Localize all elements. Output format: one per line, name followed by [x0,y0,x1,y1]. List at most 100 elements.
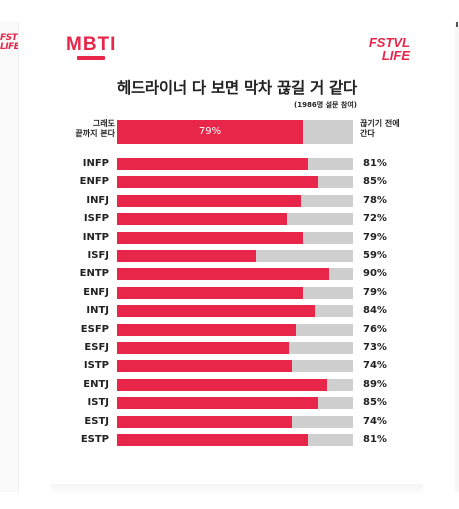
summary-bar-fill [117,120,303,144]
value-label: 90% [363,268,387,279]
chart-subtitle: (1986명 설문 참여) [294,101,357,109]
bar-fill [117,416,292,428]
value-label: 73% [363,342,387,353]
bar-fill [117,397,318,409]
chart-title: 헤드라이너 다 보면 막차 끊길 거 같다 [117,79,357,97]
adjacent-card-right [455,22,459,492]
summary-right-label: 끊기기 전에 간다 [360,119,420,139]
bar-track [117,397,353,409]
bar-track [117,379,353,391]
value-label: 85% [363,176,387,187]
bar-fill [117,434,308,446]
value-label: 74% [363,416,387,427]
festival-logo-line2: LIFE [381,48,410,63]
value-label: 81% [363,434,387,445]
category-label: ISTJ [87,397,109,408]
bar-fill [117,232,303,244]
bar-track [117,305,353,317]
bar-track [117,287,353,299]
summary-right-line1: 끊기기 전에 [360,119,400,128]
bar-fill [117,176,318,188]
value-label: 76% [363,324,387,335]
value-label: 79% [363,287,387,298]
bar-row-intp: INTP 79% [51,231,423,245]
bar-fill [117,158,308,170]
category-label: ENTJ [83,379,109,390]
category-label: ESTP [80,434,109,445]
category-label: ISTP [83,360,109,371]
value-label: 79% [363,232,387,243]
bar-track [117,360,353,372]
bar-row-enfp: ENFP 85% [51,175,423,189]
category-label: ESFP [80,324,109,335]
category-label: INTP [82,232,109,243]
summary-left-line2: 끝까지 본다 [75,129,115,138]
survey-card: MBTI FSTVL LIFE 헤드라이너 다 보면 막차 끊길 거 같다 (1… [51,22,423,484]
adjacent-card-left: FSTV LIFE [0,22,19,492]
value-label: 81% [363,158,387,169]
festival-life-logo: FSTVL LIFE [369,36,410,62]
adjacent-logo-line1: FSTV [0,33,18,43]
bar-row-esfj: ESFJ 73% [51,341,423,355]
value-label: 72% [363,213,387,224]
summary-right-line2: 간다 [360,129,375,138]
summary-bar-value: 79% [198,126,222,137]
value-label: 74% [363,360,387,371]
category-label: INFJ [86,195,109,206]
category-label: ISFP [83,213,109,224]
bar-row-enfj: ENFJ 79% [51,286,423,300]
bar-track [117,232,353,244]
bar-track [117,268,353,280]
mbti-logo: MBTI [66,35,116,60]
mbti-logo-underline [77,56,105,60]
bar-fill [117,342,289,354]
bar-track [117,342,353,354]
bar-track [117,158,353,170]
bar-track [117,434,353,446]
category-label: INFP [82,158,109,169]
bar-track [117,416,353,428]
bar-row-esfp: ESFP 76% [51,323,423,337]
mbti-logo-text: MBTI [66,34,117,55]
value-label: 85% [363,397,387,408]
bar-fill [117,195,301,207]
bar-row-isfj: ISFJ 59% [51,249,423,263]
bar-track [117,213,353,225]
adjacent-fest-logo: FSTV LIFE [0,33,19,52]
bar-row-istp: ISTP 74% [51,359,423,373]
category-label: ENTP [79,268,109,279]
bar-fill [117,324,296,336]
festival-logo-line1: FSTVL [368,35,410,50]
bar-fill [117,305,315,317]
bar-fill [117,360,292,372]
bar-fill [117,250,256,262]
category-label: INTJ [86,305,109,316]
bar-row-infj: INFJ 78% [51,194,423,208]
bar-fill [117,287,303,299]
bar-row-estj: ESTJ 74% [51,415,423,429]
value-label: 84% [363,305,387,316]
bar-row-estp: ESTP 81% [51,433,423,447]
bar-row-intj: INTJ 84% [51,304,423,318]
value-label: 59% [363,250,387,261]
value-label: 78% [363,195,387,206]
category-label: ESFJ [84,342,109,353]
bar-fill [117,268,329,280]
bar-track [117,250,353,262]
summary-bar-track: 79% [117,120,353,144]
category-label: ENFP [79,176,109,187]
bar-track [117,195,353,207]
bar-row-infp: INFP 81% [51,157,423,171]
value-label: 89% [363,379,387,390]
summary-left-label: 그래도 끝까지 본다 [65,119,115,139]
bar-fill [117,379,327,391]
adjacent-marker [456,22,458,27]
bar-row-entj: ENTJ 89% [51,378,423,392]
category-label: ENFJ [83,287,109,298]
bar-fill [117,213,287,225]
bar-row-istj: ISTJ 85% [51,396,423,410]
category-label: ESTJ [84,416,109,427]
bar-track [117,324,353,336]
category-label: ISFJ [87,250,109,261]
adjacent-logo-line2: LIFE [0,42,19,52]
